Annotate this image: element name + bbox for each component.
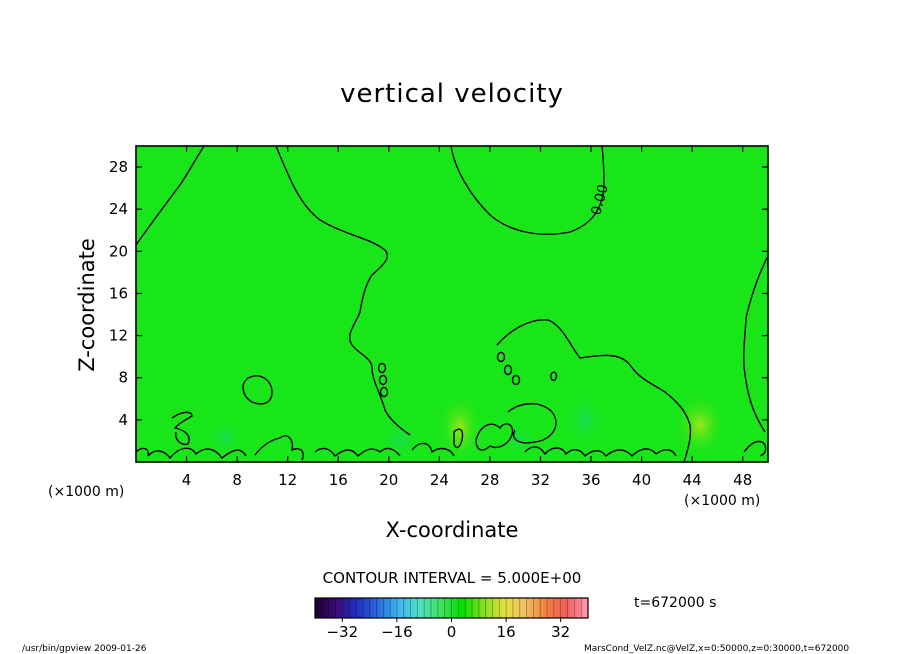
- y-tick-label: 20: [109, 242, 128, 260]
- contour-line: [496, 319, 692, 463]
- plot-frame: [135, 145, 769, 463]
- shade-blob: [674, 393, 726, 457]
- colorbar-stripes: [321, 598, 582, 618]
- contour-line: [275, 145, 411, 436]
- x-tick-label: 4: [182, 471, 192, 489]
- shade-blob: [502, 422, 538, 458]
- shade-blob: [565, 390, 605, 450]
- x-tick-label: 48: [733, 471, 752, 489]
- colorbar-tick-label: −32: [326, 623, 358, 641]
- plot-area: 0.00: [135, 145, 769, 463]
- x-tick-label: 20: [379, 471, 398, 489]
- contour-line: [453, 428, 464, 449]
- time-label: t=672000 s: [634, 595, 716, 611]
- x-tick-label: 44: [683, 471, 702, 489]
- contour-line: [314, 447, 401, 458]
- contour-line: [550, 371, 558, 382]
- x-tick-label: 8: [232, 471, 242, 489]
- x-axis: 4 8 12 16 20 24 28 32 36 40 44 48: [182, 146, 752, 489]
- footer-left: /usr/bin/gpview 2009-01-26: [22, 644, 147, 654]
- y-tick-label: 12: [109, 327, 128, 345]
- x-tick-label: 12: [278, 471, 297, 489]
- chart-title: vertical velocity: [340, 79, 564, 109]
- footer-right: MarsCond_VelZ.nc@VelZ,x=0:50000,z=0:3000…: [584, 644, 849, 654]
- x-tick-label: 24: [430, 471, 449, 489]
- contour-interval: CONTOUR INTERVAL = 5.000E+00: [323, 569, 582, 587]
- contour-line: [377, 362, 387, 374]
- contour-line: [135, 145, 205, 246]
- contour-line: [242, 375, 273, 405]
- colorbar-fill: [315, 598, 588, 618]
- contour-line: [171, 411, 193, 446]
- y-axis: 4 8 12 16 20 24 28: [109, 158, 768, 429]
- x-tick-label: 40: [632, 471, 651, 489]
- x-axis-title: X-coordinate: [386, 518, 519, 542]
- shade-blob: [207, 420, 243, 456]
- colorbar-ticks: −32 −16 0 16 32: [326, 618, 570, 641]
- x-unit-label-left: (×1000 m): [48, 484, 124, 500]
- contour-line: [743, 255, 769, 433]
- contour-line: [503, 364, 513, 376]
- y-axis-title: Z-coordinate: [75, 238, 99, 372]
- y-tick-label: 28: [109, 158, 128, 176]
- contours: [135, 145, 769, 463]
- x-tick-label: 28: [480, 471, 499, 489]
- contour-label: 0.00: [588, 183, 612, 217]
- contour-line: [507, 403, 557, 444]
- colorbar: −32 −16 0 16 32: [314, 597, 589, 641]
- x-unit-label-right: (×1000 m): [684, 493, 760, 509]
- y-tick-label: 8: [118, 369, 128, 387]
- contour-line: [379, 386, 389, 398]
- contour-line: [524, 446, 677, 458]
- colorbar-tick-label: −16: [381, 623, 413, 641]
- y-tick-label: 24: [109, 200, 128, 218]
- colorbar-tick-label: 32: [551, 623, 570, 641]
- contour-line: [378, 374, 388, 386]
- contour-line: [411, 442, 455, 457]
- contour-line: [475, 423, 514, 451]
- x-tick-label: 32: [531, 471, 550, 489]
- colorbar-tick-label: 0: [447, 623, 457, 641]
- contour-line: [254, 435, 304, 461]
- x-tick-label: 16: [329, 471, 348, 489]
- x-tick-label: 36: [581, 471, 600, 489]
- y-tick-label: 16: [109, 284, 128, 302]
- contour-line: [135, 447, 247, 460]
- shade-blob: [380, 420, 420, 460]
- y-tick-label: 4: [118, 411, 128, 429]
- contour-line: [511, 374, 521, 386]
- contour-line: [743, 440, 767, 457]
- contour-line: [450, 145, 605, 235]
- contour-line: [496, 351, 506, 363]
- shade-blob: [438, 394, 482, 462]
- colorbar-tick-label: 16: [497, 623, 516, 641]
